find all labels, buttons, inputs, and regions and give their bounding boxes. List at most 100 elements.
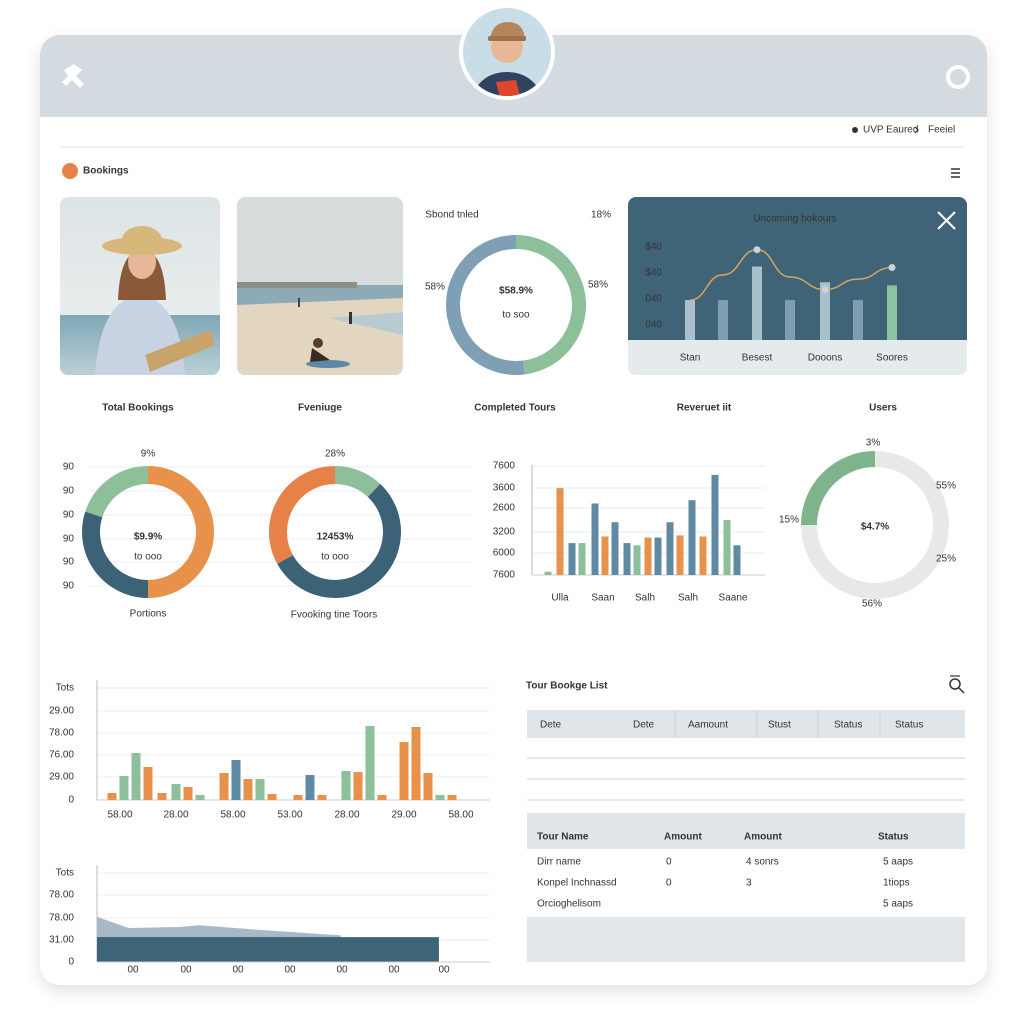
x-axis-label: 00 bbox=[180, 965, 192, 976]
table-cell: 0 bbox=[666, 878, 672, 889]
menu-icon[interactable] bbox=[951, 168, 960, 178]
bar bbox=[654, 537, 662, 575]
bar bbox=[611, 522, 619, 575]
annotation: 25% bbox=[936, 554, 956, 565]
y-axis-label: 29.00 bbox=[49, 772, 74, 783]
search-icon[interactable] bbox=[949, 675, 965, 694]
y-axis-label: 90 bbox=[63, 462, 75, 473]
table-footer bbox=[527, 917, 965, 962]
bar bbox=[785, 300, 795, 340]
y-axis-label: 7600 bbox=[493, 461, 516, 472]
table-cell: Orcioghelisom bbox=[537, 899, 601, 910]
bar bbox=[688, 500, 696, 575]
y-axis-label: 2600 bbox=[493, 503, 516, 514]
y-axis-label: 040 bbox=[645, 294, 662, 305]
bar bbox=[119, 776, 129, 800]
bar bbox=[752, 266, 762, 340]
avatar[interactable] bbox=[459, 4, 555, 100]
x-axis-label: 29.00 bbox=[391, 810, 416, 821]
y-axis-label: Tots bbox=[56, 868, 74, 879]
bar bbox=[305, 775, 315, 800]
table-cell: 4 sonrs bbox=[746, 857, 779, 868]
settings-icon[interactable] bbox=[946, 65, 970, 89]
x-axis-label: Saan bbox=[591, 593, 614, 604]
table-header-cell: Dete bbox=[540, 720, 562, 731]
annotation: 15% bbox=[779, 515, 799, 526]
bar bbox=[255, 779, 265, 800]
donut-center: $4.7% bbox=[861, 522, 889, 533]
y-axis-label: 0 bbox=[68, 957, 74, 968]
donut-center: 12453% bbox=[317, 532, 354, 543]
x-axis-label: 00 bbox=[232, 965, 244, 976]
bar bbox=[601, 536, 609, 575]
table-header-cell: Dete bbox=[633, 720, 655, 731]
breadcrumb-dot bbox=[852, 127, 858, 133]
bar bbox=[676, 535, 684, 575]
bar bbox=[231, 760, 241, 800]
table-cell: 5 aaps bbox=[883, 899, 913, 910]
bar bbox=[157, 793, 167, 800]
chart-title: Sbond tnled bbox=[425, 210, 478, 221]
section-title: Bookings bbox=[83, 166, 129, 177]
donut-segment bbox=[269, 466, 336, 564]
y-axis-label: 78.00 bbox=[49, 890, 74, 901]
table-header-cell: Amount bbox=[744, 832, 782, 843]
photo bbox=[60, 197, 220, 375]
bar bbox=[365, 726, 375, 800]
donut-segment bbox=[82, 511, 149, 598]
y-axis-label: 6000 bbox=[493, 548, 516, 559]
x-axis-label: Dooons bbox=[808, 353, 842, 364]
table-header-cell: Status bbox=[834, 720, 862, 731]
bar bbox=[183, 787, 193, 800]
x-axis-label: 58.00 bbox=[107, 810, 132, 821]
x-axis-label: 58.00 bbox=[448, 810, 473, 821]
line-point bbox=[753, 246, 761, 254]
x-axis-label: 58.00 bbox=[220, 810, 245, 821]
logo-icon[interactable] bbox=[62, 64, 84, 88]
y-axis-label: 0 bbox=[68, 795, 74, 806]
breadcrumb-item[interactable]: Feeiel bbox=[928, 125, 955, 136]
donut-segment bbox=[446, 235, 525, 375]
donut-segment bbox=[147, 466, 214, 598]
kpi-label: Reveruet iit bbox=[677, 403, 732, 414]
donut-segment bbox=[334, 466, 381, 498]
table-header-cell: Stust bbox=[768, 720, 791, 731]
bar bbox=[633, 545, 641, 575]
breadcrumb-chevron bbox=[914, 126, 919, 134]
bar bbox=[685, 300, 695, 340]
close-icon[interactable] bbox=[937, 211, 956, 230]
y-axis-label: 3200 bbox=[493, 527, 516, 538]
section-icon bbox=[62, 163, 78, 179]
donut-subtitle: to ooo bbox=[134, 552, 162, 563]
donut-center: $58.9% bbox=[499, 286, 533, 297]
y-axis-label: 31.00 bbox=[49, 935, 74, 946]
table-header-bg bbox=[527, 813, 965, 849]
bar bbox=[733, 545, 741, 575]
bar bbox=[578, 543, 586, 575]
line-point bbox=[821, 286, 829, 294]
annotation: 58% bbox=[588, 280, 608, 291]
line-point bbox=[888, 264, 896, 272]
table-cell: Konpel Inchnassd bbox=[537, 878, 617, 889]
y-axis-label: 7600 bbox=[493, 570, 516, 581]
annotation: 58% bbox=[425, 282, 445, 293]
x-axis-label: Saane bbox=[719, 593, 748, 604]
x-axis-label: 00 bbox=[438, 965, 450, 976]
bar bbox=[131, 753, 141, 800]
bar bbox=[568, 543, 576, 575]
donut-segment bbox=[515, 235, 586, 375]
annotation: 18% bbox=[591, 210, 611, 221]
donut-subtitle: to ooo bbox=[321, 552, 349, 563]
table-cell: Dirr name bbox=[537, 857, 581, 868]
breadcrumb-item[interactable]: UVP Eaured bbox=[863, 125, 918, 136]
bar bbox=[591, 503, 599, 575]
table-header-cell: Aamount bbox=[688, 720, 728, 731]
bar bbox=[435, 795, 445, 800]
table-cell: 5 aaps bbox=[883, 857, 913, 868]
y-axis-label: Tots bbox=[56, 683, 74, 694]
y-axis-label: $40 bbox=[645, 268, 662, 279]
bar bbox=[623, 543, 631, 575]
bar bbox=[317, 795, 327, 800]
